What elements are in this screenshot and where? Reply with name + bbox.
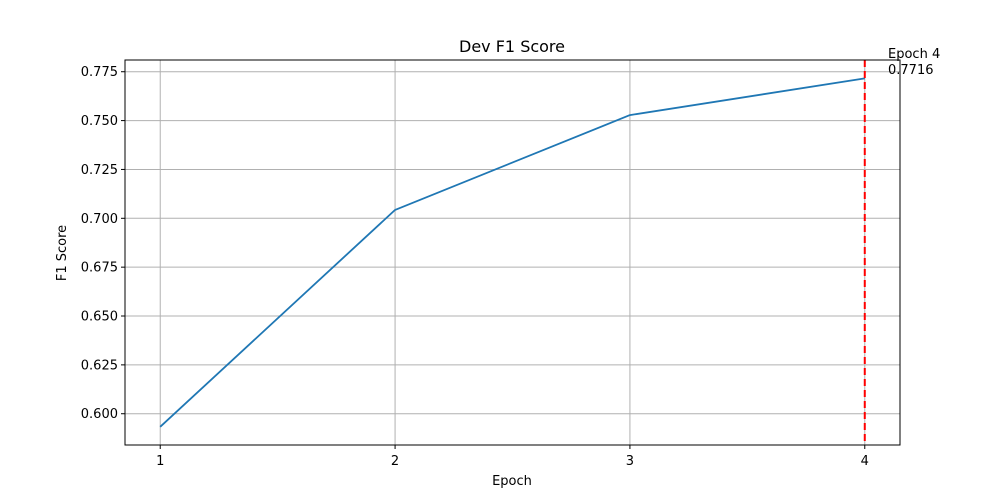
x-tick-label: 4 bbox=[861, 454, 869, 469]
y-tick-label: 0.650 bbox=[81, 310, 118, 325]
y-tick-label: 0.725 bbox=[81, 163, 118, 178]
y-tick-label: 0.675 bbox=[81, 261, 118, 276]
y-tick-label: 0.750 bbox=[81, 114, 118, 129]
y-tick-label: 0.600 bbox=[81, 407, 118, 422]
ticks: 1 2 3 4 0.600 0.625 0.650 0.675 0.700 0.725 0.750 0… bbox=[81, 65, 869, 469]
x-tick-label: 2 bbox=[391, 454, 399, 469]
x-tick-label: 3 bbox=[626, 454, 634, 469]
y-tick-label: 0.700 bbox=[81, 212, 118, 227]
chart-title: Dev F1 Score bbox=[459, 37, 565, 56]
best-epoch-label: Epoch 4 bbox=[888, 47, 940, 62]
plot-frame bbox=[124, 59, 901, 446]
best-score-label: 0.7716 bbox=[888, 63, 934, 78]
grid bbox=[125, 60, 900, 445]
x-axis-label: Epoch bbox=[492, 474, 532, 489]
x-tick-label: 1 bbox=[156, 454, 164, 469]
y-tick-label: 0.775 bbox=[81, 65, 118, 80]
y-axis-label: F1 Score bbox=[55, 225, 70, 281]
y-tick-label: 0.625 bbox=[81, 358, 118, 373]
series-line bbox=[159, 77, 865, 428]
series-group bbox=[159, 77, 865, 428]
